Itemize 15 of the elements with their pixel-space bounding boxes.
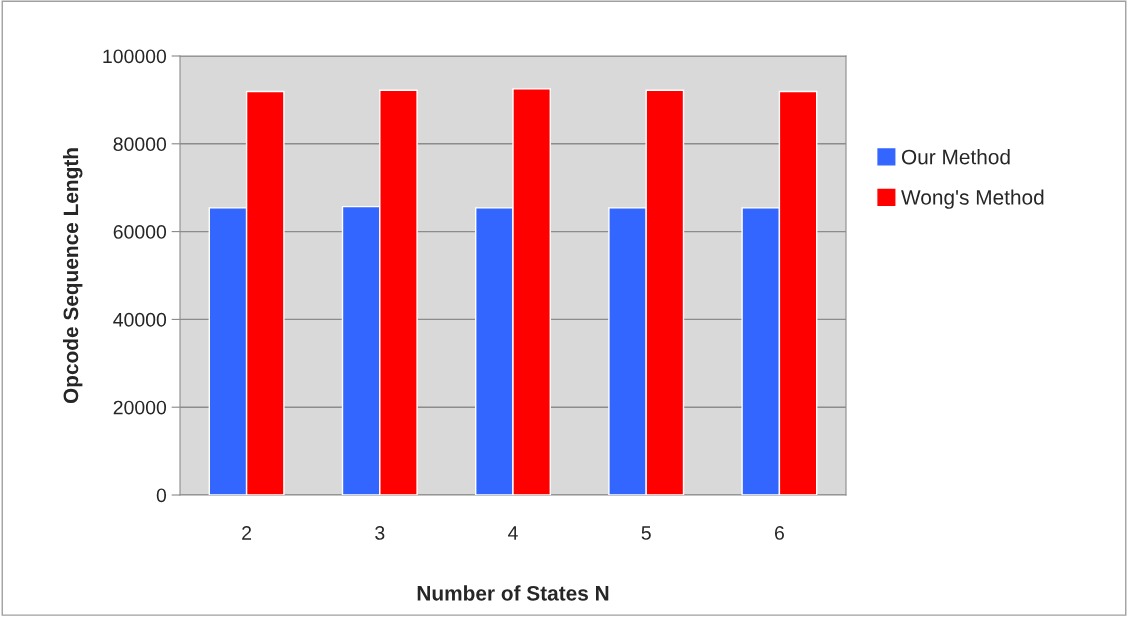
legend-label: Our Method — [901, 149, 1010, 165]
x-tick-label: 4 — [508, 526, 518, 540]
y-tick-label: 60000 — [113, 225, 167, 239]
x-tick-label: 6 — [774, 526, 784, 540]
x-tick-label: 3 — [375, 526, 385, 540]
y-tick-label: 80000 — [113, 137, 167, 152]
y-tick-label: 100000 — [103, 49, 167, 64]
legend-label: Wong's Method — [901, 189, 1044, 209]
x-tick-label: 2 — [242, 526, 252, 540]
y-tick-label: 0 — [156, 488, 167, 503]
y-axis-title: Opcode Sequence Length — [62, 148, 83, 404]
x-tick-label: 5 — [641, 526, 651, 540]
y-tick-label: 20000 — [113, 400, 167, 415]
y-tick-label: 40000 — [113, 312, 167, 327]
x-axis-title: Number of States N — [417, 585, 609, 601]
